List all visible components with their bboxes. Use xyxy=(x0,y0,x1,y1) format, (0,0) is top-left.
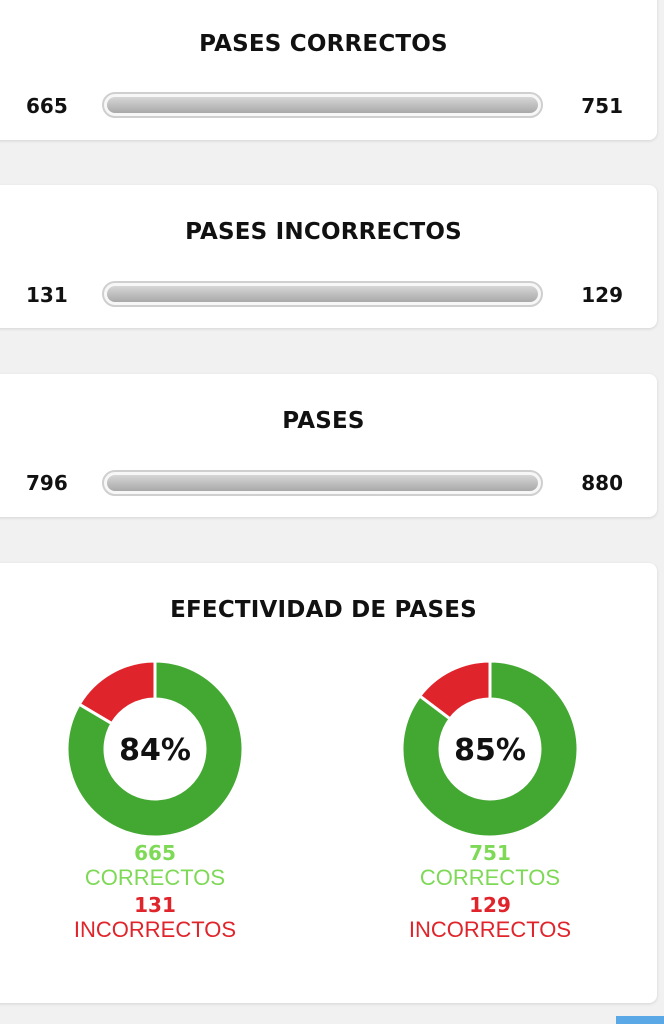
away-percent-label: 85% xyxy=(454,733,526,768)
comparison-bar xyxy=(102,281,543,307)
comparison-bar xyxy=(102,470,543,496)
home-correct-value: 665 xyxy=(134,841,176,865)
away-correct-value: 751 xyxy=(469,841,511,865)
stat-title: PASES xyxy=(282,408,365,434)
home-value: 131 xyxy=(26,283,68,307)
scroll-indicator xyxy=(616,1016,664,1024)
home-donut-chart: 84% xyxy=(65,659,245,839)
stat-card-pases: PASES 796 880 xyxy=(0,374,657,517)
away-value: 751 xyxy=(581,94,623,118)
home-incorrect-value: 131 xyxy=(134,893,176,917)
away-donut-chart: 85% xyxy=(400,659,580,839)
effectiveness-card: EFECTIVIDAD DE PASES 84% 665 CORRECTOS 1… xyxy=(0,563,657,1003)
away-effectiveness: 85% 751 CORRECTOS 129 INCORRECTOS xyxy=(400,659,580,943)
comparison-bar xyxy=(102,92,543,118)
stat-title: PASES INCORRECTOS xyxy=(185,219,462,245)
away-value: 880 xyxy=(581,471,623,495)
away-value: 129 xyxy=(581,283,623,307)
away-incorrect-value: 129 xyxy=(469,893,511,917)
stat-title: PASES CORRECTOS xyxy=(199,31,448,57)
incorrect-segment xyxy=(417,659,492,721)
home-correct-label: CORRECTOS xyxy=(84,865,226,890)
stat-card-pases-incorrectos: PASES INCORRECTOS 131 129 xyxy=(0,185,657,328)
incorrect-segment xyxy=(77,659,157,726)
home-value: 796 xyxy=(26,471,68,495)
home-incorrect-label: INCORRECTOS xyxy=(73,917,237,942)
effectiveness-title: EFECTIVIDAD DE PASES xyxy=(170,597,477,623)
home-percent-label: 84% xyxy=(119,733,191,768)
away-incorrect-label: INCORRECTOS xyxy=(408,917,572,942)
correct-segment xyxy=(400,659,580,839)
correct-segment xyxy=(65,659,245,839)
home-value: 665 xyxy=(26,94,68,118)
stat-card-pases-correctos: PASES CORRECTOS 665 751 xyxy=(0,0,657,140)
home-effectiveness: 84% 665 CORRECTOS 131 INCORRECTOS xyxy=(65,659,245,943)
away-correct-label: CORRECTOS xyxy=(419,865,561,890)
